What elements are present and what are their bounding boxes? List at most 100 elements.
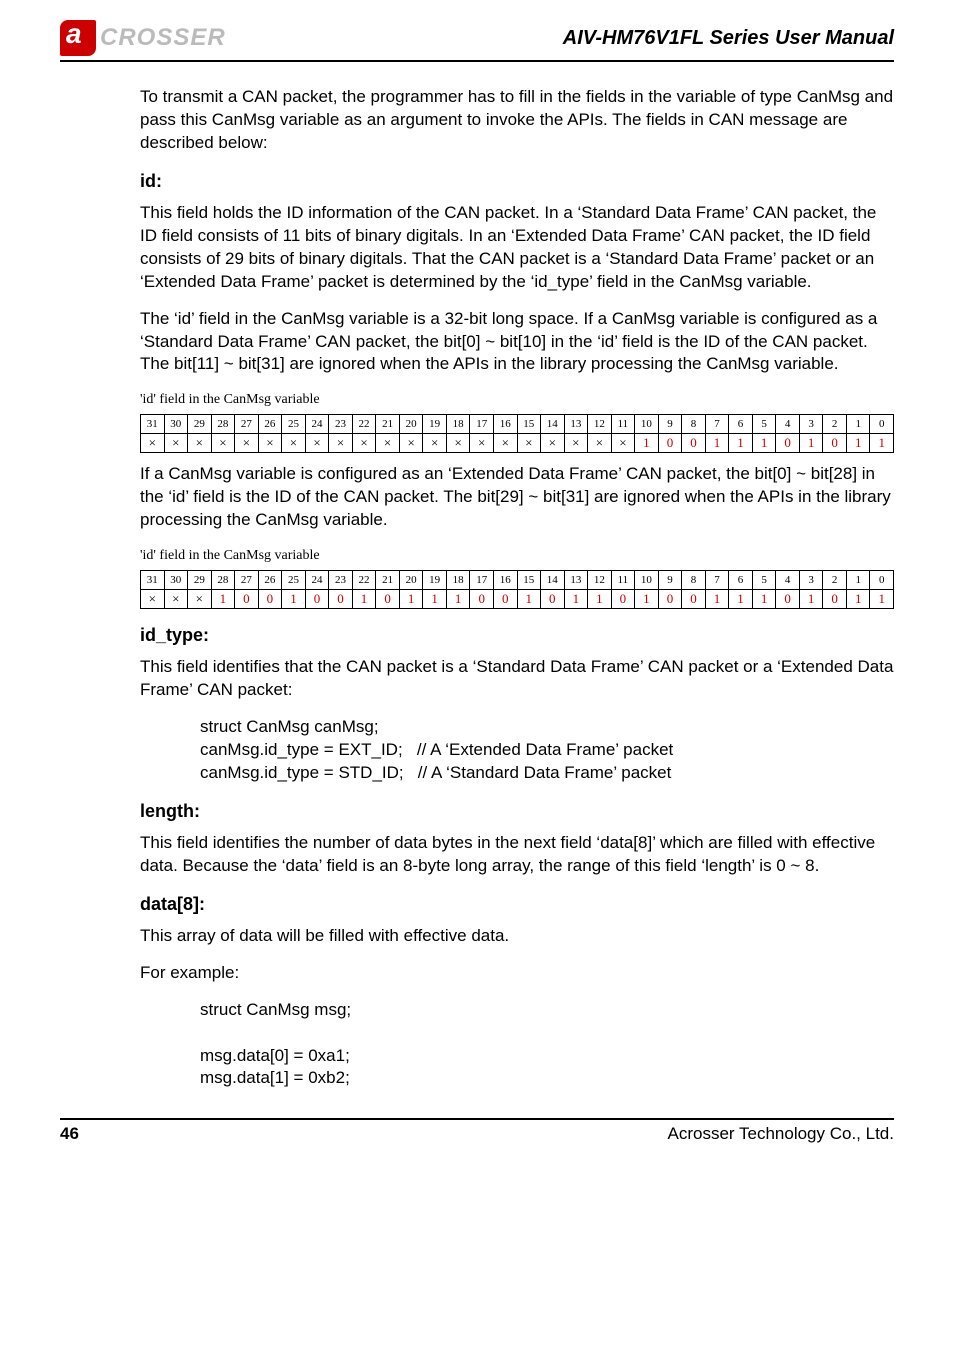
bit-value-cell: × (493, 434, 517, 453)
bit-value-cell: × (305, 434, 329, 453)
bit-value-cell: 1 (705, 590, 729, 609)
bit-table-extended: 3130292827262524232221201918171615141312… (140, 570, 894, 609)
id-para1: This field holds the ID information of t… (140, 202, 894, 294)
bit-label-cell: 29 (188, 415, 212, 434)
page-number: 46 (60, 1124, 79, 1144)
bit-label-cell: 29 (188, 571, 212, 590)
bit-label-cell: 8 (682, 571, 706, 590)
bit-value-cell: × (329, 434, 353, 453)
bit-label-cell: 28 (211, 415, 235, 434)
bit-label-cell: 16 (493, 415, 517, 434)
bit-label-cell: 2 (823, 571, 847, 590)
bit-label-cell: 14 (541, 415, 565, 434)
bit-label-cell: 1 (846, 415, 870, 434)
bit-label-cell: 22 (352, 571, 376, 590)
bit-label-cell: 6 (729, 415, 753, 434)
bit-value-cell: 0 (235, 590, 259, 609)
bit-value-cell: 0 (258, 590, 282, 609)
footer-company: Acrosser Technology Co., Ltd. (668, 1124, 894, 1144)
bit-label-cell: 31 (141, 571, 165, 590)
bit-value-cell: 1 (846, 590, 870, 609)
bit-label-cell: 15 (517, 571, 541, 590)
bit-value-cell: × (164, 590, 188, 609)
bit-label-cell: 22 (352, 415, 376, 434)
manual-title: AIV-HM76V1FL Series User Manual (563, 27, 894, 50)
bit-label-cell: 27 (235, 571, 259, 590)
id-heading: id: (140, 171, 894, 192)
bit-label-cell: 20 (399, 415, 423, 434)
id-type-code: struct CanMsg canMsg; canMsg.id_type = E… (200, 716, 894, 785)
bit-table-caption-1: 'id' field in the CanMsg variable (140, 392, 894, 408)
bit-value-cell: 1 (729, 434, 753, 453)
bit-value-cell: × (376, 434, 400, 453)
bit-label-cell: 2 (823, 415, 847, 434)
bit-value-cell: 1 (870, 434, 894, 453)
bit-value-cell: × (588, 434, 612, 453)
bit-label-cell: 0 (870, 571, 894, 590)
page-footer: 46 Acrosser Technology Co., Ltd. (60, 1118, 894, 1144)
bit-value-cell: × (352, 434, 376, 453)
data8-heading: data[8]: (140, 894, 894, 915)
bit-label-cell: 24 (305, 571, 329, 590)
bit-label-cell: 21 (376, 415, 400, 434)
bit-label-cell: 21 (376, 571, 400, 590)
bit-value-cell: × (188, 434, 212, 453)
bit-value-cell: 1 (799, 590, 823, 609)
bit-value-cell: 0 (470, 590, 494, 609)
bit-value-cell: 0 (493, 590, 517, 609)
bit-value-cell: 0 (776, 434, 800, 453)
bit-value-cell: 1 (517, 590, 541, 609)
bit-value-cell: 1 (211, 590, 235, 609)
bit-label-cell: 26 (258, 571, 282, 590)
bit-table-caption-2: 'id' field in the CanMsg variable (140, 548, 894, 564)
bit-label-cell: 1 (846, 571, 870, 590)
bit-value-cell: × (611, 434, 635, 453)
bit-label-cell: 30 (164, 415, 188, 434)
bit-label-cell: 28 (211, 571, 235, 590)
bit-value-cell: 1 (399, 590, 423, 609)
bit-value-cell: 1 (752, 434, 776, 453)
bit-value-cell: 1 (752, 590, 776, 609)
bit-value-cell: 1 (352, 590, 376, 609)
bit-label-cell: 19 (423, 415, 447, 434)
data8-para1: This array of data will be filled with e… (140, 925, 894, 948)
bit-value-cell: 0 (658, 590, 682, 609)
bit-label-cell: 31 (141, 415, 165, 434)
bit-value-cell: 1 (423, 590, 447, 609)
bit-label-cell: 10 (635, 571, 659, 590)
bit-label-cell: 4 (776, 415, 800, 434)
bit-value-cell: 1 (799, 434, 823, 453)
bit-label-cell: 13 (564, 571, 588, 590)
bit-value-cell: 0 (376, 590, 400, 609)
length-para: This field identifies the number of data… (140, 832, 894, 878)
id-para3: If a CanMsg variable is configured as an… (140, 463, 894, 532)
bit-label-cell: 24 (305, 415, 329, 434)
bit-value-cell: 0 (611, 590, 635, 609)
bit-value-cell: × (282, 434, 306, 453)
bit-value-cell: 1 (705, 434, 729, 453)
bit-label-cell: 7 (705, 415, 729, 434)
bit-label-cell: 15 (517, 415, 541, 434)
bit-value-cell: 1 (870, 590, 894, 609)
bit-label-cell: 5 (752, 571, 776, 590)
logo-text: CROSSER (100, 24, 226, 52)
bit-value-cell: × (141, 434, 165, 453)
bit-label-cell: 7 (705, 571, 729, 590)
bit-label-cell: 25 (282, 571, 306, 590)
bit-value-cell: 0 (305, 590, 329, 609)
bit-value-cell: × (211, 434, 235, 453)
bit-value-cell: × (399, 434, 423, 453)
bit-label-cell: 10 (635, 415, 659, 434)
bit-value-cell: × (564, 434, 588, 453)
data8-code: struct CanMsg msg; msg.data[0] = 0xa1; m… (200, 999, 894, 1091)
bit-value-cell: 1 (846, 434, 870, 453)
bit-value-cell: × (258, 434, 282, 453)
bit-table-standard: 3130292827262524232221201918171615141312… (140, 414, 894, 453)
bit-label-cell: 20 (399, 571, 423, 590)
bit-label-cell: 12 (588, 415, 612, 434)
bit-value-cell: 1 (564, 590, 588, 609)
bit-value-cell: 1 (635, 434, 659, 453)
bit-label-cell: 11 (611, 415, 635, 434)
logo: CROSSER (60, 20, 226, 56)
bit-label-cell: 3 (799, 571, 823, 590)
